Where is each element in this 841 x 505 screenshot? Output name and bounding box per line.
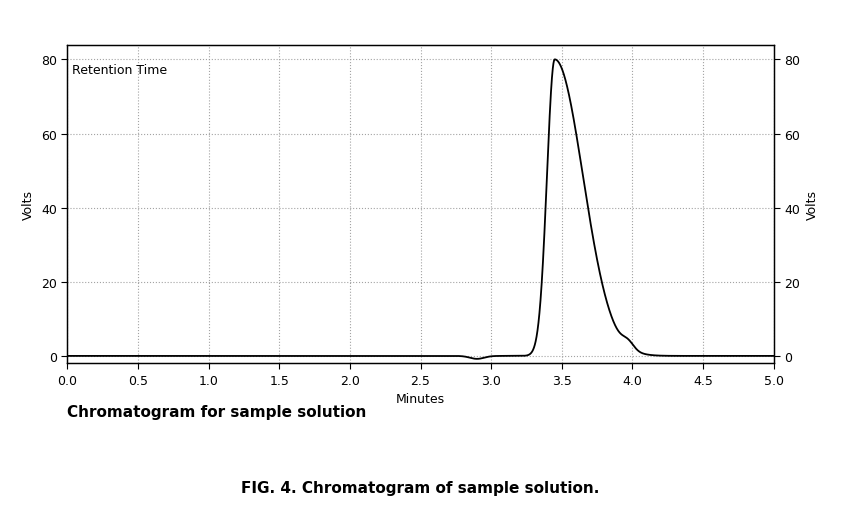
Y-axis label: Volts: Volts (806, 189, 818, 220)
Text: FIG. 4. Chromatogram of sample solution.: FIG. 4. Chromatogram of sample solution. (241, 480, 600, 495)
Text: Chromatogram for sample solution: Chromatogram for sample solution (67, 404, 367, 419)
Text: Retention Time: Retention Time (71, 64, 167, 77)
Y-axis label: Volts: Volts (23, 189, 35, 220)
X-axis label: Minutes: Minutes (396, 392, 445, 406)
